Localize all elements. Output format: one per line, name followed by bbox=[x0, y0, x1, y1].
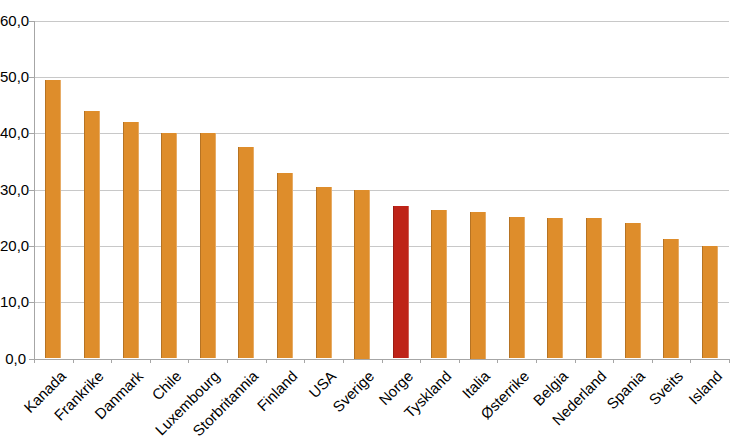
x-axis-category-label: Sverige bbox=[330, 368, 377, 415]
x-axis-category-label: USA bbox=[306, 368, 339, 401]
bar-østerrike bbox=[509, 217, 525, 358]
y-axis-tick-label: 0,0 bbox=[0, 350, 26, 368]
x-axis-category-label: Island bbox=[685, 368, 725, 408]
bar-sveits bbox=[663, 239, 679, 358]
bar-italia bbox=[470, 212, 486, 359]
gridline-50 bbox=[34, 77, 729, 78]
bar-sverige bbox=[354, 190, 370, 359]
y-axis-tick-label: 10,0 bbox=[0, 293, 26, 311]
bar-belgia bbox=[547, 218, 563, 359]
bar-danmark bbox=[123, 122, 139, 359]
bar-nederland bbox=[586, 218, 602, 359]
x-axis-category-label: Italia bbox=[460, 368, 494, 402]
y-axis-tick-label: 20,0 bbox=[0, 237, 26, 255]
y-axis-line bbox=[34, 21, 35, 359]
bar-luxembourg bbox=[200, 133, 216, 358]
bar-tyskland bbox=[431, 210, 447, 359]
bar-chart: 0,010,020,030,040,050,060,0KanadaFrankri… bbox=[0, 0, 730, 440]
x-axis-line bbox=[34, 359, 729, 360]
x-axis-category-label: Finland bbox=[254, 368, 300, 414]
bar-norge bbox=[393, 206, 409, 358]
gridline-60 bbox=[34, 21, 729, 22]
y-axis-tick-label: 60,0 bbox=[0, 12, 26, 30]
bar-finland bbox=[277, 173, 293, 359]
bar-island bbox=[702, 246, 718, 359]
bar-kanada bbox=[45, 80, 61, 359]
bar-storbritannia bbox=[238, 147, 254, 358]
x-axis-category-label: Sveits bbox=[646, 368, 686, 408]
y-axis-tick-label: 40,0 bbox=[0, 124, 26, 142]
y-axis-tick-label: 50,0 bbox=[0, 68, 26, 86]
bar-frankrike bbox=[84, 111, 100, 359]
bar-spania bbox=[625, 223, 641, 358]
bar-chile bbox=[161, 133, 177, 358]
y-axis-tick-label: 30,0 bbox=[0, 181, 26, 199]
bar-usa bbox=[316, 187, 332, 359]
x-axis-category-label: Spania bbox=[603, 368, 647, 412]
